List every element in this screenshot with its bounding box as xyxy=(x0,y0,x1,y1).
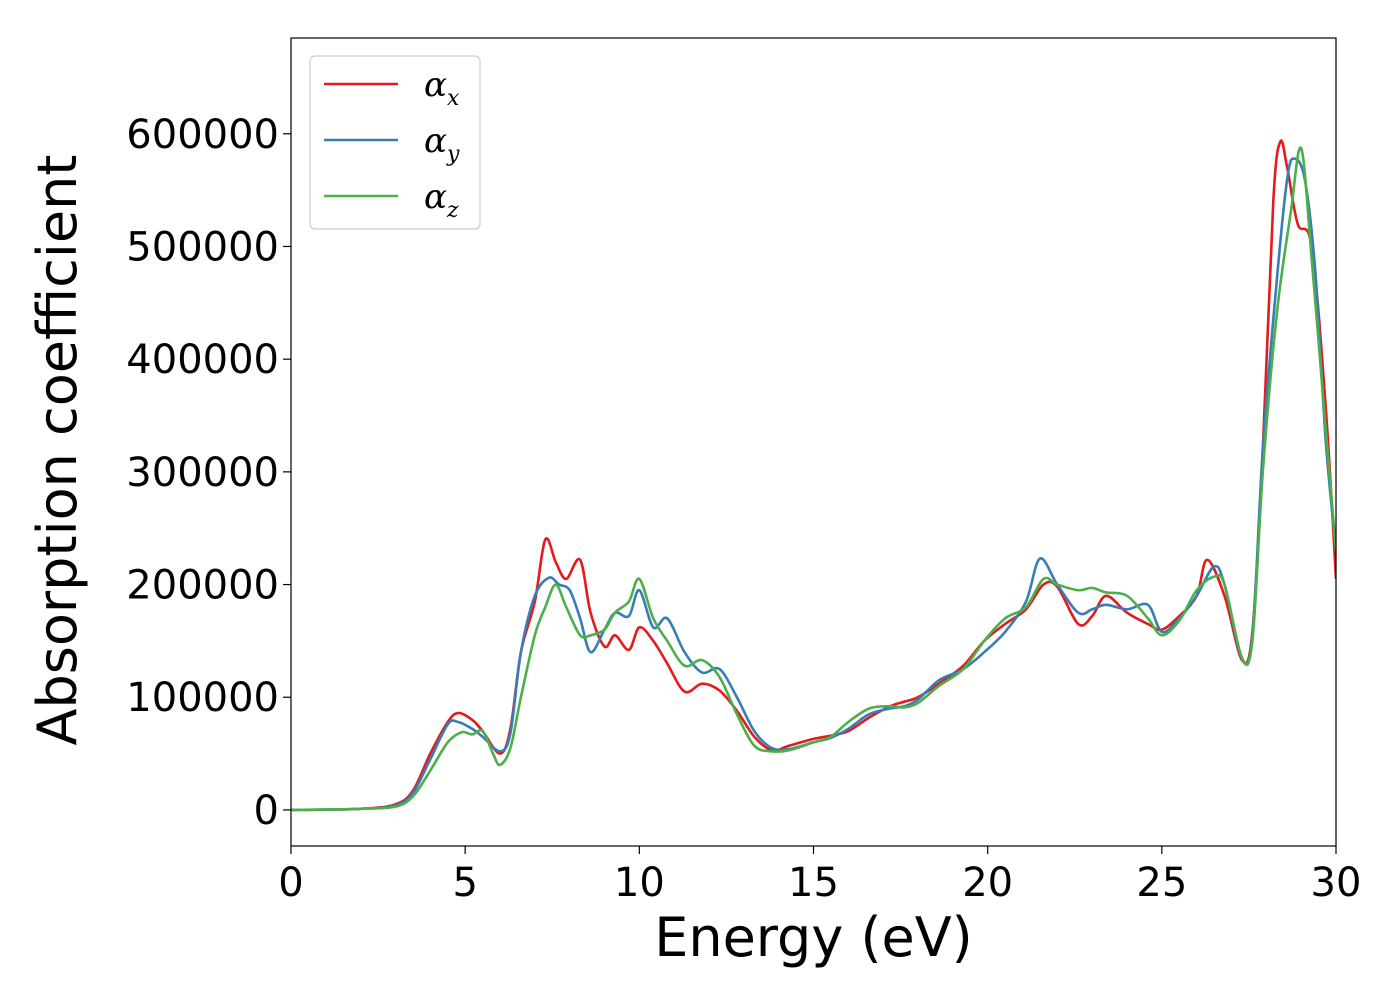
series-group xyxy=(291,139,1336,812)
series-line-z xyxy=(291,146,1336,812)
x-tick-label: 10 xyxy=(614,860,665,906)
y-tick-label: 300000 xyxy=(126,450,279,496)
y-axis: 0 100000 200000 300000 400000 500000 600000 xyxy=(126,112,291,834)
y-tick-label: 100000 xyxy=(126,675,279,721)
y-tick-label: 0 xyxy=(254,788,279,834)
legend-box xyxy=(309,55,481,230)
legend-label-x: αx xyxy=(424,65,460,111)
legend-label-y: αy xyxy=(424,121,460,167)
legend-label-z: αz xyxy=(424,177,459,223)
x-axis-label: Energy (eV) xyxy=(654,906,973,969)
x-tick-label: 30 xyxy=(1311,860,1362,906)
y-axis-label: Absorption coefficient xyxy=(26,155,89,746)
x-tick-label: 5 xyxy=(452,860,477,906)
y-tick-label: 400000 xyxy=(126,337,279,383)
y-tick-label: 500000 xyxy=(126,224,279,270)
x-tick-label: 20 xyxy=(962,860,1013,906)
legend: αx αy αz xyxy=(309,55,481,230)
x-tick-label: 0 xyxy=(278,860,303,906)
series-line-y xyxy=(291,157,1336,812)
x-tick-label: 25 xyxy=(1136,860,1187,906)
x-tick-label: 15 xyxy=(788,860,839,906)
y-tick-label: 200000 xyxy=(126,563,279,609)
x-axis: 0 5 10 15 20 25 30 xyxy=(278,846,1361,906)
series-line-x xyxy=(291,139,1336,812)
y-tick-label: 600000 xyxy=(126,112,279,158)
